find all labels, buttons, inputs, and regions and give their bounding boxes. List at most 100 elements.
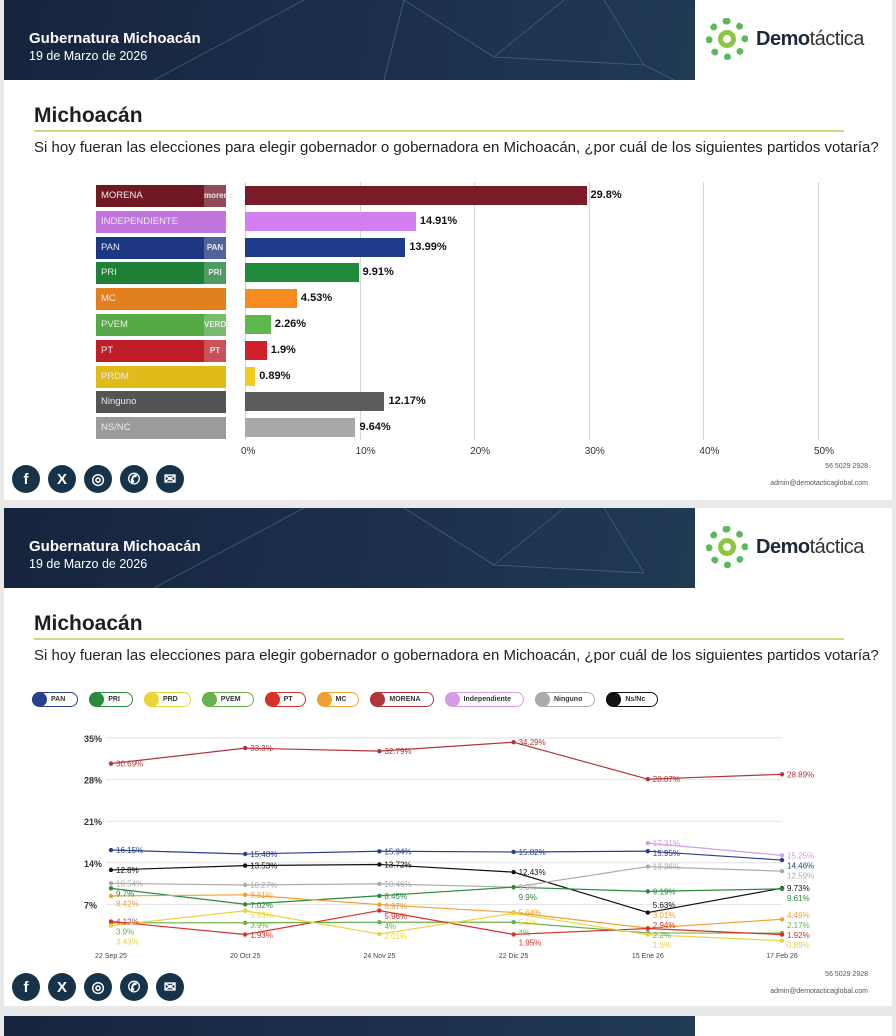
gridline: [818, 182, 819, 440]
legend-item: Ninguno: [534, 692, 596, 707]
bar-value-label: 14.91%: [419, 214, 458, 227]
contact-email[interactable]: admin@demotacticaglobal.com: [770, 480, 868, 487]
contact-phone: 56 5029 2928: [825, 463, 868, 470]
contact-info: 56 5029 2928 admin@demotacticaglobal.com: [770, 458, 868, 492]
contact-info: 56 5029 2928 admin@demotacticaglobal.com: [770, 966, 868, 1000]
legend-item: PRD: [143, 692, 191, 707]
demotactica-logo: Demotáctica: [706, 18, 864, 60]
bar: [245, 340, 267, 360]
legend-label: MORENA: [389, 696, 421, 703]
legend-swatch-icon: [444, 692, 460, 707]
category-label: PRDM: [96, 365, 226, 388]
phone-icon[interactable]: ✆: [120, 465, 148, 493]
bar-value-label: 2.26%: [274, 318, 307, 330]
legend-item: Ns/Nc: [606, 692, 659, 707]
bar-value-label: 1.9%: [270, 343, 296, 356]
logo-mark-icon: [706, 18, 748, 60]
legend-item: PRI: [89, 692, 133, 707]
logo-text-light: táctica: [809, 27, 865, 50]
logo-text-bold: Demo: [756, 27, 810, 50]
party-logo-icon: morena: [204, 185, 233, 207]
category-label: MORENA morena: [96, 185, 233, 207]
legend-swatch-icon: [89, 692, 105, 707]
gridline: [703, 182, 705, 440]
bar: [245, 289, 297, 309]
social-links: f X ◎ ✆ ✉: [12, 973, 184, 1001]
party-logo-icon: PAN: [204, 236, 226, 259]
legend-label: PVEM: [220, 696, 241, 703]
bar: [245, 366, 256, 386]
report-title: Gubernatura Michoacán: [29, 30, 201, 47]
legend-item: MORENA: [370, 692, 434, 707]
slide-title: Michoacán: [34, 104, 143, 127]
bar-value-label: 4.53%: [300, 292, 333, 305]
x-tick-label: 50%: [814, 446, 835, 457]
logo-text-bold: Demo: [756, 535, 810, 558]
category-label: PAN PAN: [96, 236, 226, 259]
bar-value-label: 13.99%: [409, 240, 447, 253]
category-label: INDEPENDIENTE: [96, 210, 226, 233]
x-tick-label: 10%: [355, 446, 376, 457]
category-label: NS/NC: [96, 417, 226, 440]
instagram-icon[interactable]: ◎: [84, 465, 112, 493]
bar-value-label: 12.17%: [388, 395, 426, 408]
email-icon[interactable]: ✉: [156, 465, 184, 493]
network-pattern: [153, 508, 645, 588]
legend-swatch-icon: [143, 692, 159, 707]
bar: [245, 186, 587, 205]
x-icon[interactable]: X: [48, 465, 76, 493]
legend-label: PRI: [108, 696, 120, 703]
legend-label: Independiente: [463, 696, 511, 703]
title-divider: [34, 130, 844, 132]
logo-mark-icon: [706, 526, 748, 568]
legend-item: MC: [316, 692, 360, 707]
gridline: [474, 182, 476, 440]
bar-value-label: 0.89%: [259, 369, 291, 382]
legend-label: PRD: [162, 696, 178, 703]
legend-swatch-icon: [534, 692, 550, 707]
email-icon[interactable]: ✉: [156, 973, 184, 1001]
title-divider: [34, 638, 844, 640]
facebook-icon[interactable]: f: [12, 465, 40, 493]
bar-value-label: 9.64%: [359, 421, 391, 434]
category-name: PRI: [101, 267, 117, 279]
bar-value-label: 9.91%: [362, 266, 394, 279]
bar: [245, 237, 406, 257]
category-label: PRI PRI: [96, 262, 226, 285]
network-pattern: [153, 0, 675, 80]
bar-value-label: 29.8%: [590, 189, 622, 201]
party-logo-icon: PRI: [204, 262, 226, 285]
header-banner: Gubernatura Michoacán 19 de Marzo de 202…: [4, 508, 695, 588]
report-date: 19 de Marzo de 2026: [29, 49, 148, 63]
legend-label: PT: [283, 696, 293, 703]
legend-item: Independiente: [444, 692, 524, 707]
instagram-icon[interactable]: ◎: [84, 973, 112, 1001]
report-title: Gubernatura Michoacán: [29, 538, 201, 555]
survey-question: Si hoy fueran las elecciones para elegir…: [34, 647, 879, 664]
phone-icon[interactable]: ✆: [120, 973, 148, 1001]
category-name: PT: [101, 344, 114, 356]
bar: [245, 263, 359, 283]
bar: [245, 418, 356, 438]
category-name: MORENA: [101, 190, 143, 201]
survey-question: Si hoy fueran las elecciones para elegir…: [34, 139, 879, 156]
gridline: [359, 182, 361, 440]
category-name: PAN: [101, 241, 120, 253]
legend-label: Ns/Nc: [625, 696, 646, 703]
legend-swatch-icon: [264, 692, 280, 707]
legend-label: Ninguno: [553, 696, 583, 703]
category-name: Ninguno: [101, 396, 137, 408]
category-name: INDEPENDIENTE: [101, 215, 179, 227]
contact-email[interactable]: admin@demotacticaglobal.com: [770, 988, 868, 995]
demotactica-logo: Demotáctica: [706, 526, 864, 568]
facebook-icon[interactable]: f: [12, 973, 40, 1001]
party-logo-icon: VERDE: [204, 314, 232, 336]
category-name: MC: [101, 293, 116, 305]
slide-bar-chart: Gubernatura Michoacán 19 de Marzo de 202…: [4, 0, 892, 500]
gridline: [588, 182, 590, 440]
bar: [245, 211, 416, 231]
header-banner: [4, 1016, 695, 1036]
x-icon[interactable]: X: [48, 973, 76, 1001]
category-label: PVEM VERDE: [96, 314, 232, 336]
category-name: NS/NC: [101, 422, 131, 434]
